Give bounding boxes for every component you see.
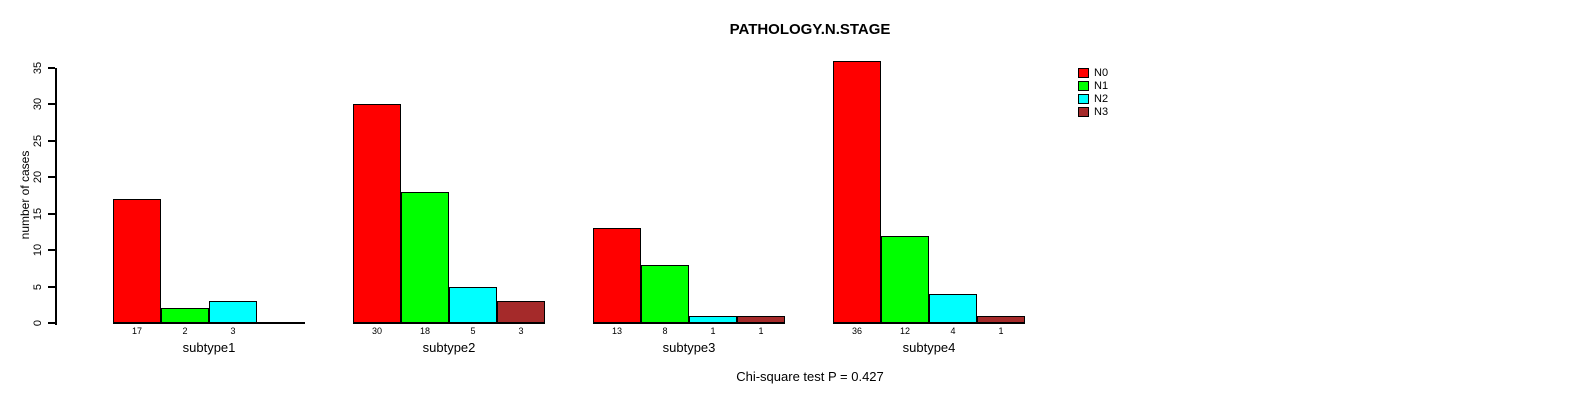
- bar-subtype4-N1: [881, 235, 929, 323]
- y-axis-tick: [48, 67, 55, 69]
- y-axis-tick: [48, 176, 55, 179]
- legend-item-N0: N0: [1078, 66, 1108, 79]
- bar-subtype1-N1: [161, 308, 209, 323]
- chart-title: PATHOLOGY.N.STAGE: [729, 21, 891, 38]
- y-axis-tick: [48, 139, 55, 142]
- y-axis-label: number of cases: [18, 150, 32, 240]
- bar-value-label: 13: [611, 326, 623, 336]
- y-axis-line: [55, 68, 57, 325]
- bar-subtype2-N0: [353, 104, 401, 323]
- legend-label: N2: [1094, 92, 1109, 105]
- legend-swatch-N0: [1078, 67, 1089, 78]
- bar-subtype4-N0: [833, 60, 881, 323]
- bar-value-label: 3: [518, 326, 524, 336]
- y-axis-tick-label: 15: [32, 207, 44, 220]
- bar-value-label: 30: [371, 326, 383, 336]
- bar-value-label: 18: [419, 326, 431, 336]
- group-baseline: [593, 322, 785, 324]
- y-axis-tick: [48, 212, 55, 215]
- bar-value-label: 12: [899, 326, 911, 336]
- y-axis-tick: [48, 322, 55, 324]
- legend-item-N2: N2: [1078, 92, 1108, 105]
- y-axis-tick-label: 35: [32, 61, 44, 75]
- y-axis-tick: [48, 103, 55, 106]
- legend-item-N3: N3: [1078, 105, 1108, 118]
- legend-item-N1: N1: [1078, 79, 1108, 92]
- bar-value-label: 4: [950, 326, 956, 336]
- x-category-label-subtype1: subtype1: [182, 340, 236, 355]
- bar-value-label: 1: [710, 326, 716, 336]
- bar-subtype2-N2: [449, 286, 497, 323]
- bar-value-label: 1: [998, 326, 1004, 336]
- bar-subtype3-N1: [641, 264, 689, 323]
- bar-subtype3-N0: [593, 228, 641, 323]
- bar-value-label: 1: [758, 326, 764, 336]
- legend-swatch-N1: [1078, 80, 1089, 91]
- x-category-label-subtype2: subtype2: [422, 340, 476, 355]
- bar-subtype3-N3: [737, 315, 785, 323]
- y-axis-tick-label: 25: [32, 134, 44, 147]
- bar-value-label: 5: [470, 326, 476, 336]
- legend-swatch-N3: [1078, 106, 1089, 117]
- legend-swatch-N2: [1078, 93, 1089, 104]
- y-axis-tick-label: 20: [32, 171, 44, 184]
- bar-subtype3-N2: [689, 315, 737, 323]
- group-baseline: [353, 322, 545, 324]
- legend-label: N3: [1094, 105, 1109, 118]
- bar-subtype2-N1: [401, 191, 449, 323]
- bar-subtype1-N0: [113, 199, 161, 323]
- group-baseline: [833, 322, 1025, 324]
- group-baseline: [113, 322, 305, 324]
- bar-value-label: 17: [131, 326, 143, 336]
- y-axis-tick-label: 30: [32, 98, 44, 111]
- x-category-label-subtype4: subtype4: [902, 340, 956, 355]
- x-category-label-subtype3: subtype3: [662, 340, 716, 355]
- chi-square-note: Chi-square test P = 0.427: [736, 369, 884, 384]
- legend-label: N1: [1094, 79, 1109, 92]
- bar-subtype2-N3: [497, 301, 545, 323]
- legend-label: N0: [1094, 66, 1109, 79]
- y-axis-tick-label: 10: [32, 244, 44, 257]
- bar-subtype4-N2: [929, 293, 977, 323]
- legend: N0 N1 N2 N3: [1078, 66, 1108, 118]
- y-axis-tick: [48, 285, 55, 288]
- y-axis-tick-label: 0: [32, 319, 44, 327]
- bar-value-label: 36: [851, 326, 863, 336]
- bar-value-label: 3: [230, 326, 236, 336]
- bar-subtype1-N2: [209, 301, 257, 323]
- y-axis-tick-label: 5: [32, 283, 44, 290]
- bar-value-label: 8: [662, 326, 668, 336]
- bar-value-label: 2: [182, 326, 188, 336]
- y-axis-tick: [48, 249, 55, 252]
- bar-subtype4-N3: [977, 315, 1025, 323]
